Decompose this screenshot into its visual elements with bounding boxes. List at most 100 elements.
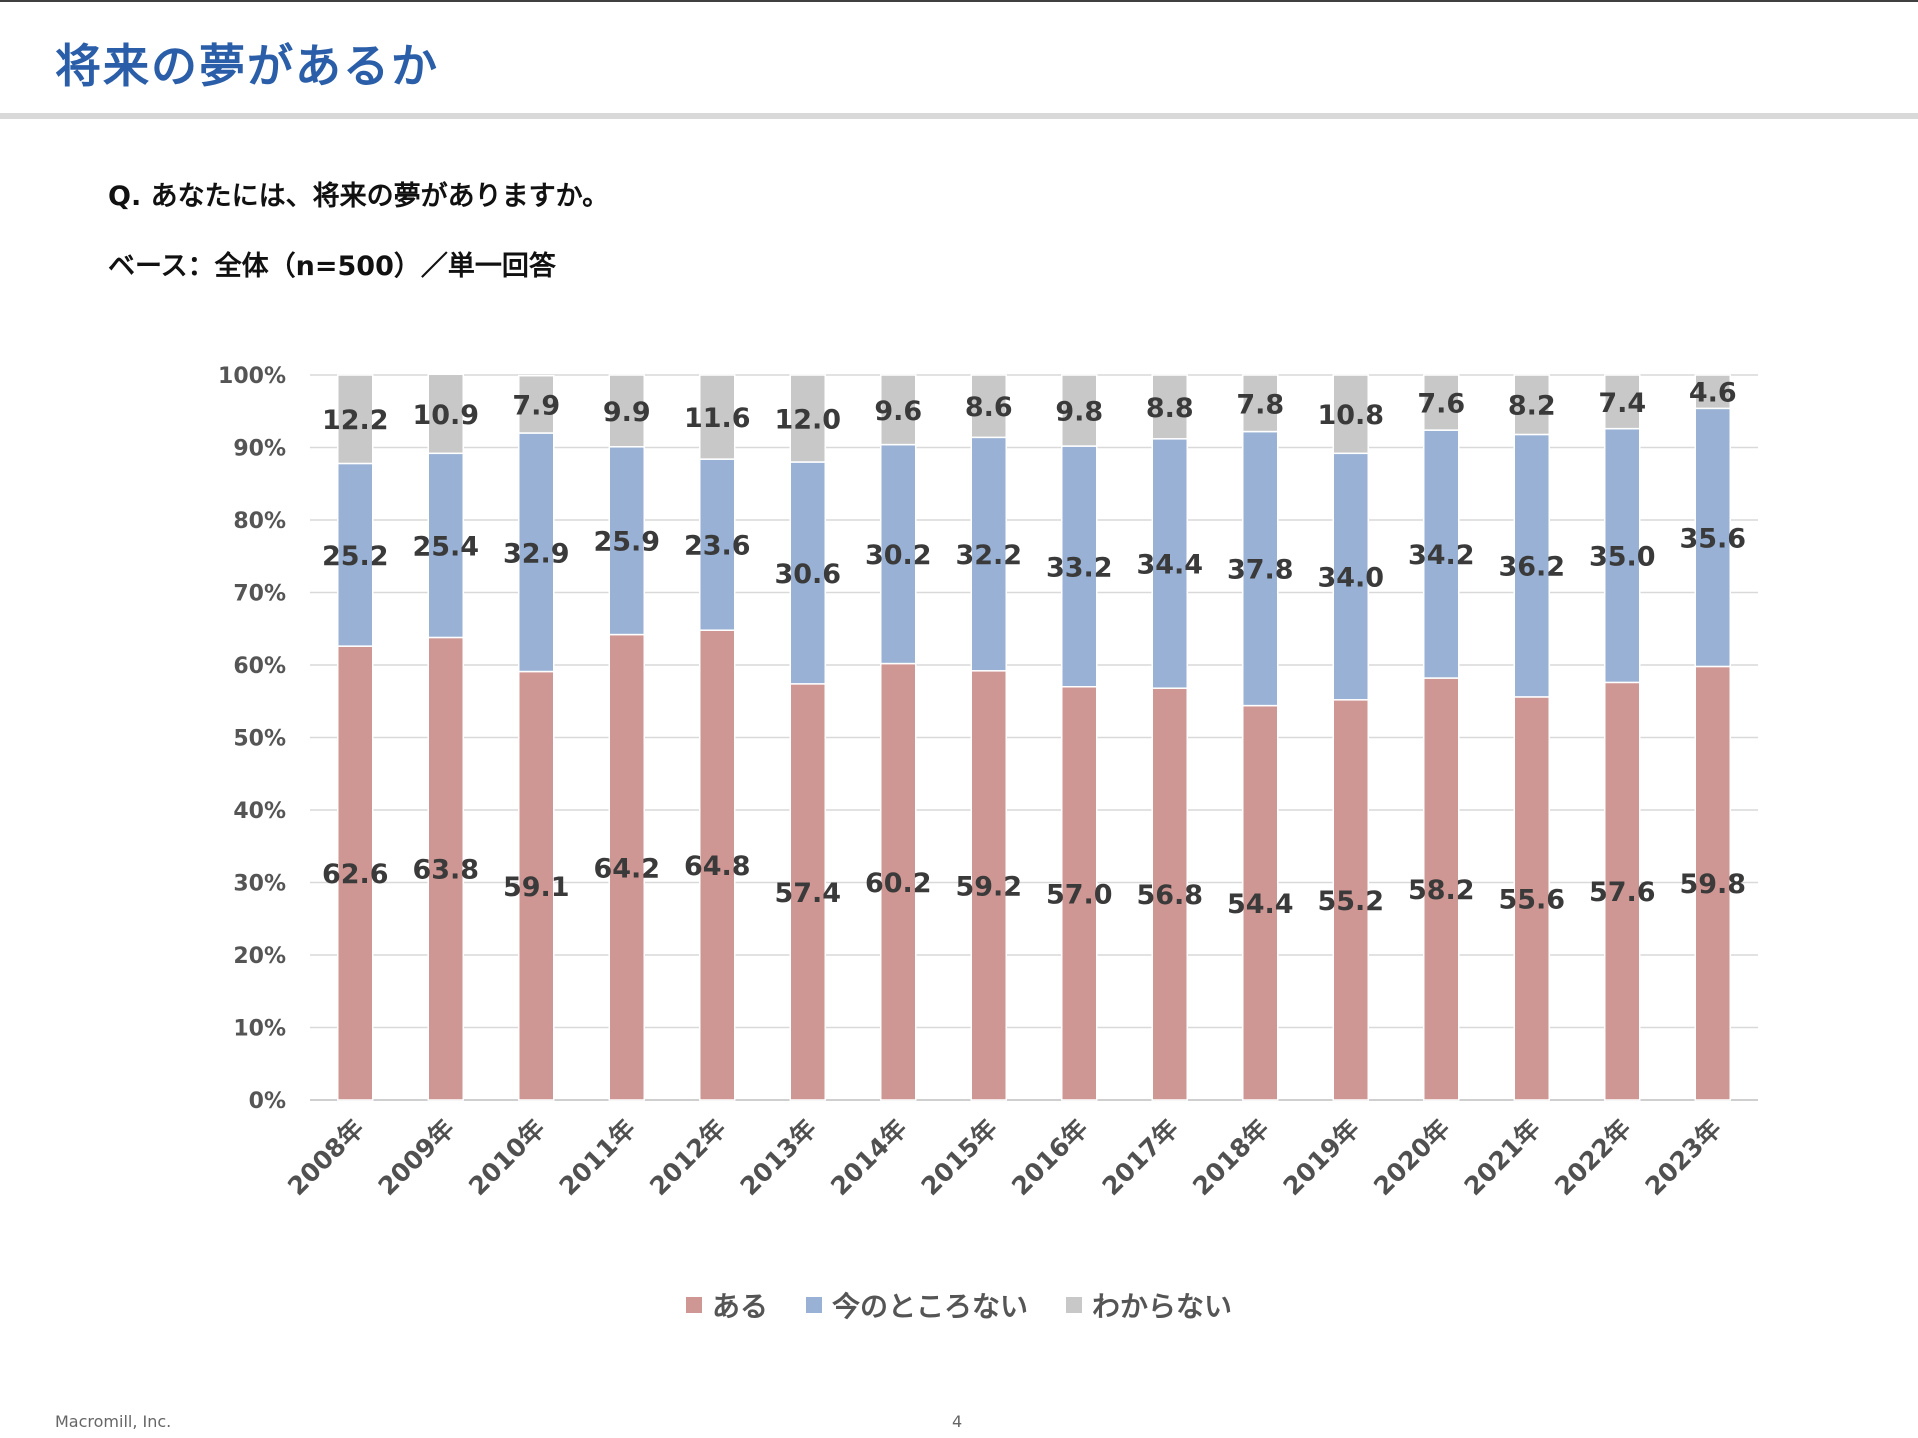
legend-swatch-wakaranai (1066, 1297, 1082, 1313)
bar-segment (1332, 452, 1369, 701)
y-tick-label: 70% (233, 582, 286, 607)
page-title: 将来の夢があるか (55, 39, 439, 93)
data-label: 58.2 (1408, 875, 1475, 906)
data-label: 62.6 (322, 859, 389, 890)
x-tick-label: 2019年 (1278, 1114, 1365, 1201)
chart-legend: ある 今のところない わからない (0, 1285, 1918, 1325)
bar-segment (1604, 374, 1641, 430)
bar-segment (608, 633, 645, 1101)
data-label: 7.6 (1417, 389, 1465, 420)
x-tick-label: 2014年 (825, 1114, 912, 1201)
data-label: 23.6 (684, 531, 751, 562)
data-label: 57.6 (1589, 877, 1656, 908)
data-label: 7.4 (1598, 388, 1646, 419)
x-tick-label: 2009年 (373, 1114, 460, 1201)
bar-segment (427, 373, 464, 455)
bar-segment (1151, 687, 1188, 1101)
x-tick-label: 2008年 (282, 1114, 369, 1201)
y-tick-label: 40% (233, 799, 286, 824)
data-label: 9.9 (603, 397, 651, 428)
data-label: 56.8 (1136, 880, 1203, 911)
x-tick-label: 2015年 (916, 1114, 1003, 1201)
bar-segment (608, 374, 645, 448)
data-label: 4.6 (1689, 378, 1737, 409)
bar-segment (1513, 433, 1550, 698)
bar-segment (1694, 407, 1731, 668)
bar-segment (970, 374, 1007, 439)
data-label: 60.2 (865, 868, 932, 899)
data-label: 10.8 (1317, 400, 1384, 431)
data-label: 9.6 (874, 396, 922, 427)
bar-segment (1423, 677, 1460, 1101)
bar-segment (1061, 686, 1098, 1101)
bar-segment (699, 374, 736, 460)
bar-segment (1513, 374, 1550, 436)
bar-segment (518, 374, 555, 434)
bar-segment (1242, 374, 1279, 433)
data-label: 32.2 (955, 540, 1022, 571)
bar-segment (1694, 374, 1731, 410)
legend-label-nai: 今のところない (831, 1290, 1028, 1323)
data-label: 59.8 (1679, 869, 1746, 900)
data-label: 34.2 (1408, 540, 1475, 571)
x-tick-label: 2021年 (1459, 1114, 1546, 1201)
x-tick-label: 2012年 (644, 1114, 731, 1201)
bar-segment (608, 446, 645, 636)
y-tick-label: 60% (233, 654, 286, 679)
y-tick-label: 50% (233, 727, 286, 752)
data-label: 7.8 (1236, 389, 1284, 420)
legend-item-nai: 今のところない (805, 1285, 1028, 1325)
bar-segment (1151, 374, 1188, 440)
x-tick-label: 2020年 (1368, 1114, 1455, 1201)
bar-segment (970, 670, 1007, 1101)
bar-segment (699, 629, 736, 1101)
stacked-bar-chart: 0% 10% 20% 30% 40% 50% 60% 70% 80% 90% 100% 62.6 25.… (218, 364, 1758, 1201)
data-label: 12.2 (322, 405, 389, 436)
legend-swatch-nai (805, 1297, 822, 1313)
base-text: ベース：全体（n=500）／単一回答 (108, 251, 556, 282)
bar-segment (1061, 374, 1098, 447)
data-label: 57.0 (1046, 879, 1113, 910)
x-tick-label: 2011年 (554, 1114, 641, 1201)
data-label: 33.2 (1046, 552, 1113, 583)
data-label: 32.9 (503, 538, 570, 569)
x-tick-label: 2023年 (1640, 1114, 1727, 1201)
x-tick-label: 2010年 (463, 1114, 550, 1201)
y-tick-label: 80% (233, 509, 286, 534)
data-label: 54.4 (1227, 889, 1294, 920)
y-tick-label: 10% (233, 1017, 286, 1042)
y-tick-label: 20% (233, 944, 286, 969)
y-tick-label: 30% (233, 872, 286, 897)
bar-segment (1604, 427, 1641, 684)
bar-segment (789, 683, 826, 1101)
legend-swatch-aru (685, 1297, 702, 1313)
bar-segment (1332, 699, 1369, 1101)
bar-segment (1604, 681, 1641, 1101)
data-label: 8.8 (1146, 393, 1194, 424)
data-label: 57.4 (774, 878, 841, 909)
data-label: 35.6 (1679, 523, 1746, 554)
bar-segment (427, 636, 464, 1101)
bar-segment (1513, 696, 1550, 1101)
data-label: 8.6 (965, 392, 1013, 423)
data-label: 34.0 (1317, 563, 1384, 594)
y-tick-label: 0% (249, 1089, 286, 1114)
bar-segment (880, 374, 917, 446)
title-divider (0, 113, 1918, 119)
data-label: 55.6 (1498, 884, 1565, 915)
legend-label-aru: ある (711, 1290, 768, 1323)
data-label: 36.2 (1498, 552, 1565, 583)
bar-segment (1151, 438, 1188, 689)
data-label: 25.2 (322, 541, 389, 572)
bar-segment (1242, 430, 1279, 707)
top-border (0, 0, 1918, 2)
data-label: 63.8 (412, 855, 479, 886)
data-label: 30.6 (774, 559, 841, 590)
bar-segment (1332, 374, 1369, 455)
data-label: 12.0 (774, 405, 841, 436)
legend-item-wakaranai: わからない (1066, 1285, 1232, 1325)
bar-segment (1423, 374, 1460, 431)
legend-label-wakaranai: わからない (1092, 1290, 1233, 1323)
data-label: 37.8 (1227, 555, 1294, 586)
data-label: 25.9 (593, 527, 660, 558)
